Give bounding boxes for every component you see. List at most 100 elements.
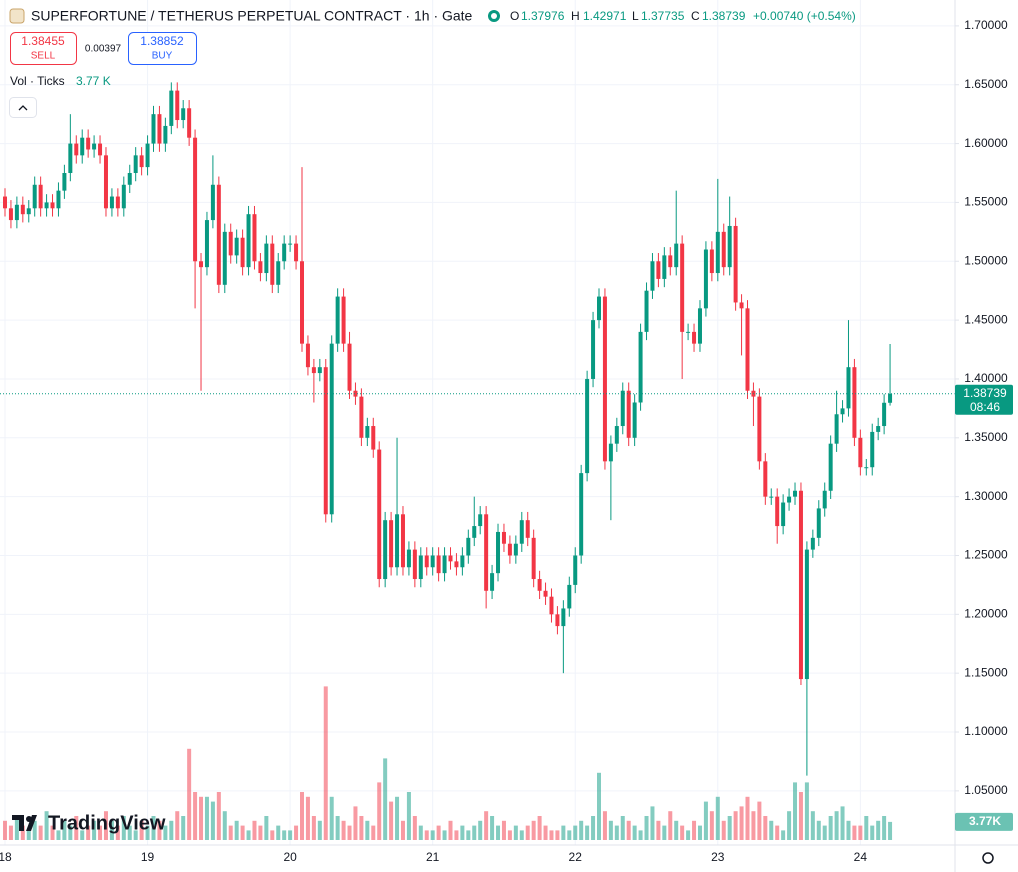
candle-body: [674, 243, 679, 268]
volume-bar: [424, 830, 429, 840]
candle-body: [745, 308, 750, 391]
volume-pane: [3, 686, 893, 840]
volume-bar: [228, 825, 233, 840]
volume-bar: [769, 820, 774, 840]
volume-bar: [537, 816, 542, 840]
volume-bar: [26, 830, 31, 840]
price-change: +0.00740 (+0.54%): [753, 9, 856, 23]
x-tick-label: 23: [711, 850, 725, 864]
x-tick-label: 21: [426, 850, 440, 864]
candle-body: [472, 526, 477, 538]
volume-bar: [579, 820, 584, 840]
candle-body: [26, 208, 31, 215]
last-price-countdown: 08:46: [970, 400, 1000, 414]
volume-bar: [377, 782, 382, 840]
candle-body: [341, 296, 346, 344]
volume-bar: [62, 820, 67, 840]
candle-body: [115, 196, 120, 209]
volume-bar: [513, 825, 518, 840]
chevron-icon: [18, 105, 28, 111]
volume-bar: [798, 792, 803, 840]
volume-bar: [204, 796, 209, 840]
candle-body: [50, 202, 55, 209]
volume-bar: [703, 801, 708, 840]
candle-body: [703, 249, 708, 309]
candle-body: [709, 249, 714, 274]
y-tick-label: 1.50000: [964, 253, 1008, 267]
volume-bar: [347, 825, 352, 840]
candle-body: [246, 214, 251, 268]
volume-bar: [834, 811, 839, 840]
candle-body: [8, 208, 13, 221]
volume-bar: [240, 825, 245, 840]
candle-body: [632, 402, 637, 438]
candle-body: [757, 396, 762, 462]
volume-bar: [3, 820, 7, 840]
candle-body: [519, 520, 524, 544]
y-tick-label: 1.25000: [964, 548, 1008, 562]
candle-body: [715, 231, 720, 274]
candle-body: [680, 243, 685, 332]
candle-body: [543, 590, 548, 597]
candle-body: [460, 555, 465, 568]
candle-body: [181, 108, 186, 121]
volume-bar: [644, 816, 649, 840]
candle-body: [591, 320, 596, 379]
candle-body: [204, 220, 209, 268]
volume-bar: [98, 825, 103, 840]
volume-bar: [222, 811, 227, 840]
volume-bar: [86, 825, 91, 840]
volume-bar: [882, 816, 887, 840]
volume-bar: [38, 825, 43, 840]
volume-bar: [371, 825, 376, 840]
buy-button[interactable]: [128, 32, 197, 65]
volume-bar: [608, 820, 613, 840]
candle-body: [816, 508, 821, 538]
y-tick-label: 1.60000: [964, 136, 1008, 150]
y-tick-label: 1.30000: [964, 489, 1008, 503]
candle-body: [317, 367, 322, 374]
candle-body: [775, 496, 780, 527]
candle-body: [288, 243, 293, 245]
candle-body: [424, 555, 429, 568]
collapse-button[interactable]: [9, 97, 37, 118]
sell-button[interactable]: [10, 32, 77, 65]
ohlc-label: O: [510, 9, 519, 23]
ohlc-label: C: [691, 9, 700, 23]
volume-bar: [709, 811, 714, 840]
volume-bar: [442, 830, 447, 840]
candle-body: [650, 261, 655, 291]
candle-body: [585, 378, 590, 474]
sell-price: 1.38455: [21, 34, 65, 48]
volume-bar: [282, 830, 287, 840]
candle-body: [406, 549, 411, 568]
candle-body: [400, 514, 405, 568]
volume-bar: [561, 825, 566, 840]
candle-body: [193, 137, 198, 262]
candle-body: [294, 243, 299, 262]
volume-bar: [656, 820, 661, 840]
settings-icon[interactable]: [982, 852, 994, 864]
volume-bar: [870, 825, 875, 840]
symbol-title: SUPERFORTUNE / TETHERUS PERPETUAL CONTRA…: [31, 8, 473, 24]
candle-body: [216, 184, 221, 285]
volume-bar: [276, 825, 281, 840]
candle-body: [187, 108, 192, 138]
volume-bar: [466, 830, 471, 840]
volume-axis-box: [955, 812, 1013, 831]
candle-body: [32, 184, 37, 209]
candle-body: [626, 390, 631, 438]
candle-body: [44, 202, 49, 209]
volume-bar: [585, 825, 590, 840]
volume-bar: [412, 816, 417, 840]
candle-body: [199, 261, 204, 268]
candle-body: [525, 520, 530, 538]
volume-legend: Vol · Ticks: [10, 74, 65, 88]
volume-bar: [692, 820, 697, 840]
candle-body: [739, 302, 744, 309]
volume-bar: [418, 825, 423, 840]
y-tick-label: 1.10000: [964, 724, 1008, 738]
y-tick-label: 1.70000: [964, 18, 1008, 32]
candle-body: [870, 431, 875, 468]
volume-bar: [109, 820, 114, 840]
